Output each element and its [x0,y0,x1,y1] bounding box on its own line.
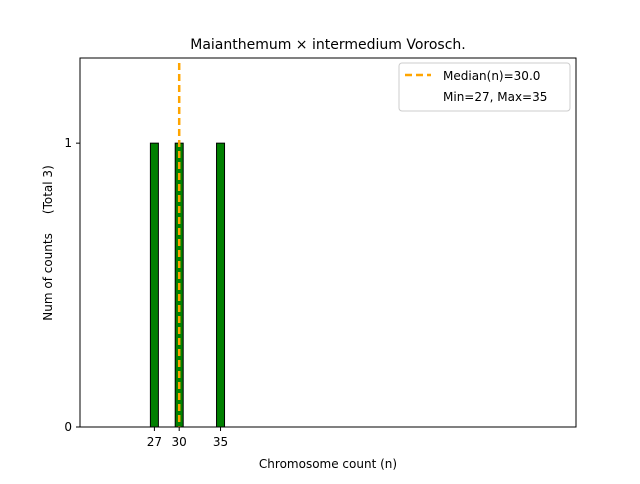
legend: Median(n)=30.0 Min=27, Max=35 [398,62,571,112]
legend-box [398,62,571,112]
axes-frame [79,57,577,428]
x-axis-label: Chromosome count (n) [259,457,397,471]
plot-area: 27 30 35 0 1 [64,63,287,449]
x-tick-label-30: 30 [172,435,187,449]
bar-n-27 [149,142,159,428]
x-tick-label-27: 27 [147,435,162,449]
y-tick-label-1: 1 [64,136,72,150]
chart-title: Maianthemum × intermedium Vorosch. [190,37,466,53]
legend-median-label: Median(n)=30.0 [443,69,540,83]
y-tick-label-0: 0 [64,420,72,434]
y-axis-label: Num of counts (Total 3) [41,165,55,320]
legend-range-label: Min=27, Max=35 [443,90,547,104]
bar-n-35 [216,142,226,428]
x-tick-label-35: 35 [213,435,228,449]
